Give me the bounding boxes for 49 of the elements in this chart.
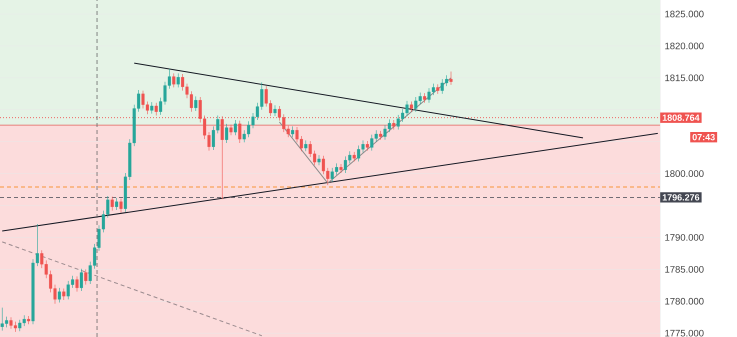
y-tick-label: 1780.000 [665, 298, 704, 305]
candlestick [436, 84, 440, 94]
candlestick [225, 124, 228, 144]
candlestick [423, 92, 426, 104]
candlestick [352, 152, 356, 162]
candlestick [304, 140, 308, 152]
y-tick-label: 1785.000 [665, 266, 704, 273]
candlestick [141, 90, 145, 109]
candlestick [14, 321, 17, 332]
y-tick-label: 1790.000 [665, 234, 704, 241]
candlestick [392, 120, 396, 130]
candlestick [154, 102, 158, 116]
candlestick [9, 316, 13, 330]
candlestick [229, 124, 233, 136]
candlestick [405, 100, 409, 116]
candlestick [339, 164, 343, 174]
ref-line-label: 1796.276 [662, 194, 700, 201]
candlestick [119, 198, 123, 213]
y-tick-label: 1775.000 [665, 330, 704, 337]
candlestick [172, 73, 176, 88]
candlestick [75, 276, 79, 292]
candlestick [115, 198, 118, 210]
candlestick [383, 124, 387, 140]
y-tick-label: 1825.000 [665, 10, 704, 18]
y-tick-label: 1815.000 [665, 74, 704, 82]
candlestick [273, 105, 277, 116]
candlestick [190, 90, 193, 112]
candlestick [176, 73, 180, 88]
text: 07:43 [692, 134, 715, 140]
candlestick [80, 268, 83, 292]
candlestick [427, 88, 431, 104]
candlestick [62, 288, 66, 300]
candlestick [449, 71, 453, 86]
candlestick [234, 120, 237, 136]
candlestick [181, 74, 184, 91]
y-tick-label: 1820.000 [665, 42, 704, 50]
ref-line-label: 1808.764 [662, 114, 700, 121]
candlestick [410, 101, 413, 112]
candlestick [194, 96, 198, 112]
candlestick [317, 154, 321, 166]
candlestick [366, 140, 369, 151]
candlestick [238, 120, 242, 144]
candlestick [150, 102, 154, 114]
candlestick [58, 288, 61, 303]
candlestick [110, 196, 114, 211]
candlestick [291, 126, 294, 138]
y-tick-label: 1800.000 [665, 170, 704, 177]
candlestick [84, 269, 88, 285]
candlestick [357, 145, 360, 162]
